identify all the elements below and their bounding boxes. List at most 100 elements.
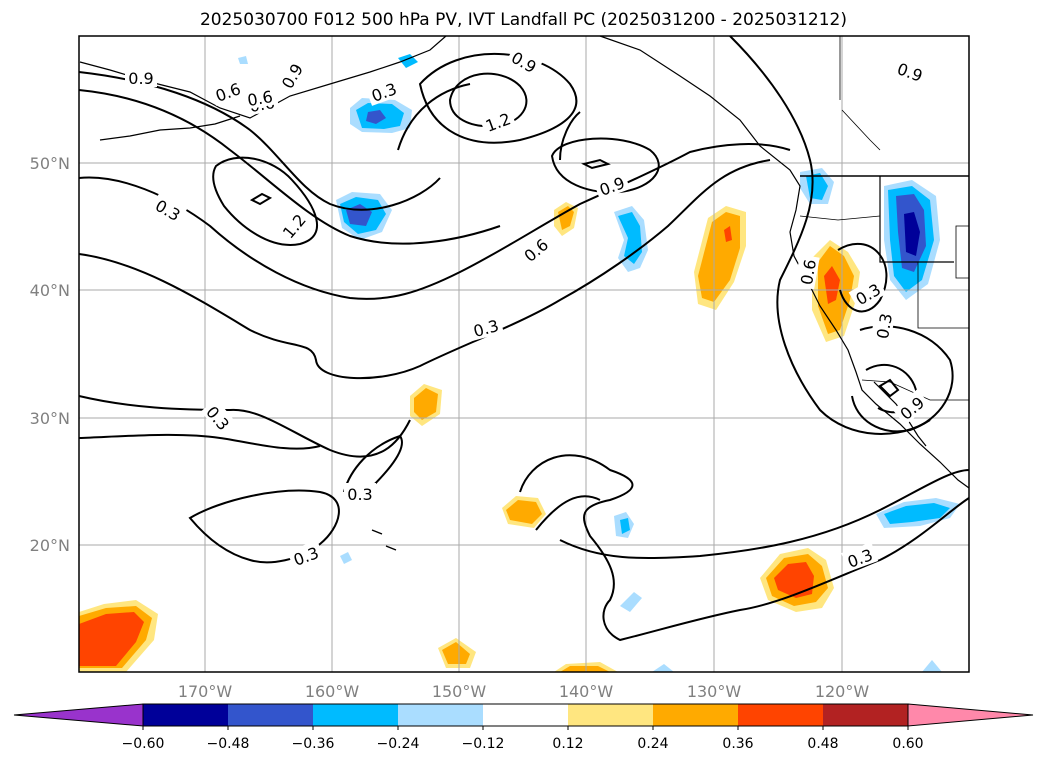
- colorbar-tick-label: 0.12: [552, 736, 583, 752]
- contour-line: [78, 89, 501, 245]
- contour-label-bg: [365, 76, 403, 106]
- contour-line: [851, 325, 954, 433]
- lon-label: 160°W: [305, 682, 360, 701]
- shade-region: [366, 110, 386, 124]
- contour-line: [729, 35, 931, 435]
- contour-label-bg: [344, 483, 376, 503]
- shade-region: [724, 226, 732, 242]
- map-background: [79, 36, 969, 672]
- map-title: 2025030700 F012 500 hPa PV, IVT Landfall…: [199, 10, 847, 30]
- shade-region: [79, 612, 144, 666]
- contour-label-bg: [870, 308, 896, 344]
- colorbar-tick-label: 0.36: [722, 736, 753, 752]
- shade-region: [884, 503, 950, 524]
- colorbar-segment: [313, 704, 398, 726]
- coastline-aleutians: [99, 115, 241, 141]
- colorbar-segment: [653, 704, 738, 726]
- contour-label-bg: [848, 276, 887, 310]
- shade-region: [398, 54, 418, 68]
- shade-region: [442, 642, 470, 664]
- lon-label: 150°W: [432, 682, 487, 701]
- contour-line: [78, 395, 411, 458]
- contour-line: [78, 433, 321, 450]
- lon-label: 120°W: [815, 682, 870, 701]
- pv-contours: [78, 35, 970, 642]
- colorbar-tick-label: −0.12: [462, 736, 505, 752]
- shading-layer: [79, 54, 960, 672]
- contour-label: 0.6: [797, 258, 820, 286]
- shade-region: [560, 666, 610, 672]
- contour-line: [343, 434, 403, 503]
- longitude-axis: 170°W 160°W 150°W 140°W 130°W 120°W: [178, 682, 870, 701]
- contour-label-bg: [593, 170, 631, 200]
- colorbar-tick-label: −0.48: [207, 736, 250, 752]
- shade-region: [506, 500, 542, 524]
- colorbar-tick-label: −0.24: [377, 736, 420, 752]
- contour-label-bg: [242, 84, 278, 110]
- colorbar-extend-low: [13, 703, 144, 727]
- gridlines: [79, 36, 969, 672]
- contour-line: [448, 72, 528, 128]
- colorbar-segment: [568, 704, 653, 726]
- colorbar: −0.60 −0.48 −0.36 −0.24 −0.12 0.12 0.24 0.36 0.4…: [13, 703, 1034, 752]
- contour-label-bg: [209, 76, 247, 106]
- contour-label-bg: [275, 206, 312, 245]
- shade-region: [652, 664, 674, 672]
- contour-line: [188, 489, 340, 564]
- contour-label: 0.3: [347, 485, 372, 504]
- map-frame: [78, 35, 970, 673]
- contour-label-bg: [200, 398, 237, 437]
- lon-label: 140°W: [559, 682, 614, 701]
- colorbar-tick-label: 0.24: [637, 736, 668, 752]
- contour-line: [865, 363, 918, 414]
- shade-region: [620, 518, 630, 534]
- contour-label-bg: [149, 192, 188, 226]
- shade-region: [620, 592, 642, 612]
- border-state: [879, 176, 954, 263]
- shade-region: [824, 266, 840, 304]
- contour-line: [878, 378, 900, 398]
- colorbar-tick-label: 0.60: [892, 736, 923, 752]
- contour-label-bg: [892, 389, 931, 426]
- contour-label-bg: [125, 67, 157, 87]
- contour-line: [418, 53, 578, 144]
- contour-line: [212, 156, 319, 246]
- colorbar-tick-label: 0.48: [807, 736, 838, 752]
- contour-line: [249, 192, 273, 206]
- contour-line: [397, 83, 581, 161]
- contour-label: 0.9: [128, 69, 153, 88]
- contour-line: [78, 159, 771, 380]
- shade-region: [558, 206, 574, 230]
- lat-label: 20°N: [30, 536, 70, 555]
- colorbar-tick-label: −0.60: [122, 736, 165, 752]
- lon-label: 170°W: [178, 682, 233, 701]
- contour-line: [78, 71, 441, 211]
- contour-label-bg: [505, 44, 544, 78]
- colorbar-segment: [483, 704, 568, 726]
- contour-line: [550, 137, 660, 194]
- colorbar-segment: [143, 704, 228, 726]
- contour-label-bg: [891, 56, 929, 86]
- lat-label: 50°N: [30, 154, 70, 173]
- colorbar-tick-label: −0.36: [292, 736, 335, 752]
- shade-region: [922, 660, 942, 672]
- contour-line: [559, 469, 970, 560]
- contour-label-bg: [841, 542, 879, 572]
- contour-label-bg: [274, 56, 308, 95]
- contour-label-bg: [287, 540, 325, 570]
- contour-label-bg: [794, 254, 820, 290]
- shade-region: [414, 388, 438, 420]
- contour-label-bg: [467, 313, 504, 341]
- contour-label-bg: [516, 231, 555, 268]
- border-us-mexico: [861, 379, 969, 401]
- contour-line: [535, 495, 601, 531]
- contour-line: [78, 143, 791, 300]
- contour-line: [519, 454, 970, 642]
- lat-label: 40°N: [30, 281, 70, 300]
- colorbar-extend-high: [907, 703, 1034, 727]
- border-state: [917, 262, 969, 329]
- shade-region: [340, 552, 352, 564]
- shade-region: [238, 56, 248, 64]
- contour-label-bg: [479, 106, 517, 136]
